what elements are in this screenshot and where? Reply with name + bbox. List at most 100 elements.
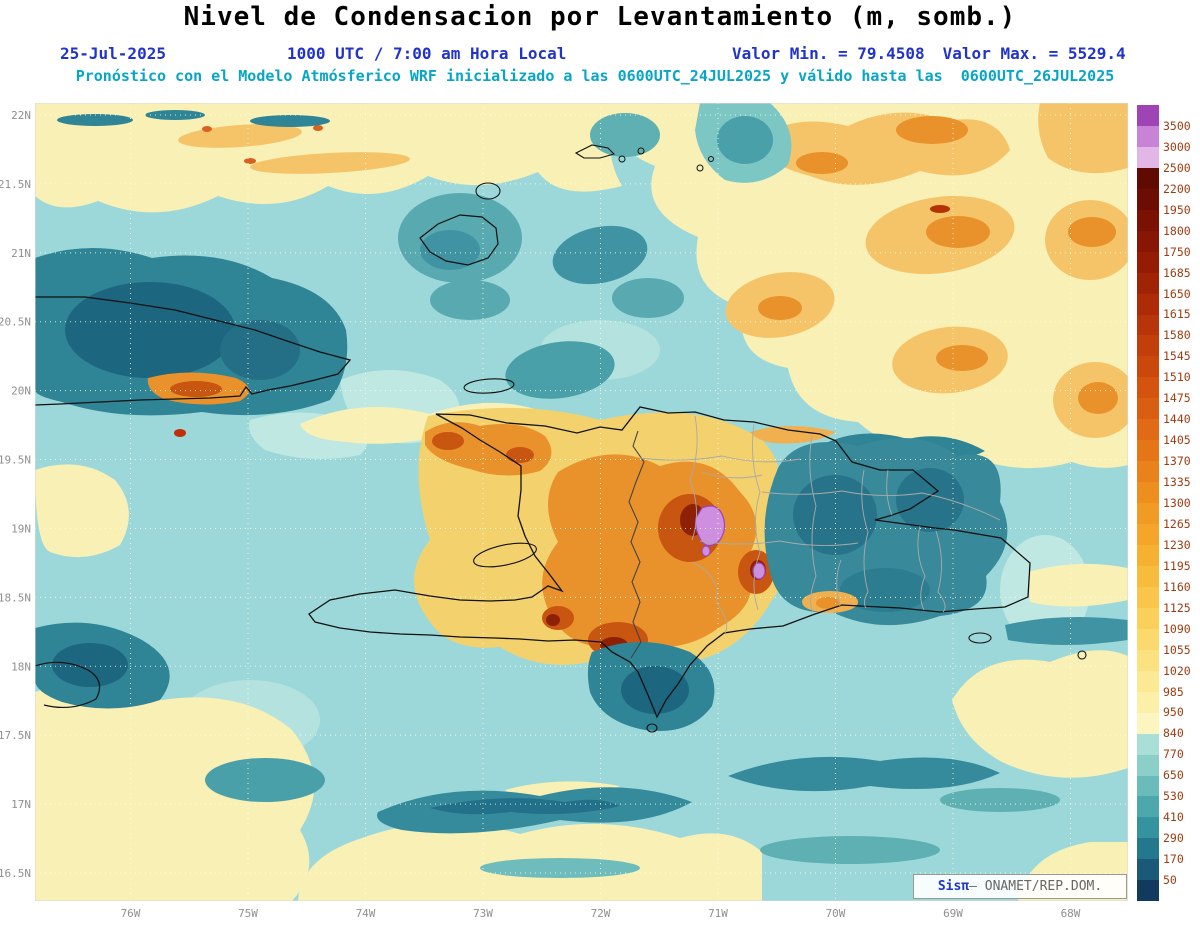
- colorbar-cell: [1137, 628, 1159, 650]
- colorbar-cell: [1137, 293, 1159, 315]
- svg-text:17N: 17N: [11, 798, 31, 811]
- colorbar-label: 1125: [1163, 600, 1191, 615]
- island-great-inagua: [419, 214, 499, 266]
- colorbar-label: 1475: [1163, 391, 1191, 406]
- svg-text:68W: 68W: [1061, 907, 1081, 920]
- forecast-time: 1000 UTC / 7:00 am Hora Local: [287, 44, 567, 63]
- contour-field-layer: [35, 103, 1128, 901]
- svg-text:19N: 19N: [11, 522, 31, 535]
- svg-text:75W: 75W: [238, 907, 258, 920]
- island-turks-3: [696, 164, 704, 172]
- coastline-cuba: [35, 296, 352, 406]
- colorbar-label: 1020: [1163, 663, 1191, 678]
- colorbar-label: 3000: [1163, 139, 1191, 154]
- island-beata: [646, 723, 658, 733]
- colorbar-label: 1440: [1163, 412, 1191, 427]
- island-saona: [968, 632, 992, 644]
- colorbar-label: 50: [1163, 873, 1177, 888]
- colorbar-label: 2500: [1163, 160, 1191, 175]
- colorbar-cell: [1137, 712, 1159, 734]
- border-haiti-dr: [628, 430, 645, 659]
- island-mona: [1077, 650, 1087, 660]
- colorbar-label: 530: [1163, 789, 1184, 804]
- colorbar-cell: [1137, 209, 1159, 231]
- svg-text:18N: 18N: [11, 660, 31, 673]
- svg-text:70W: 70W: [826, 907, 846, 920]
- colorbar-cell: [1137, 146, 1159, 168]
- colorbar-label: 1750: [1163, 244, 1191, 259]
- svg-text:19.5N: 19.5N: [0, 454, 31, 467]
- colorbar-label: 1800: [1163, 223, 1191, 238]
- coastline-layer: [35, 103, 1128, 901]
- colorbar-cell: [1137, 565, 1159, 587]
- colorbar-cell: [1137, 461, 1159, 483]
- colorbar-label: 1090: [1163, 621, 1191, 636]
- svg-text:71W: 71W: [708, 907, 728, 920]
- colorbar-label: 1510: [1163, 370, 1191, 385]
- svg-text:21N: 21N: [11, 247, 31, 260]
- colorbar-cell: [1137, 670, 1159, 692]
- colorbar-label: 1300: [1163, 496, 1191, 510]
- island-turks-2: [637, 147, 645, 155]
- colorbar-cell: [1137, 586, 1159, 608]
- colorbar-label: 1055: [1163, 642, 1191, 657]
- colorbar-label: 1370: [1163, 454, 1191, 469]
- island-gonave: [473, 542, 537, 568]
- svg-text:69W: 69W: [943, 907, 963, 920]
- island-little-inagua: [475, 182, 501, 200]
- svg-text:76W: 76W: [121, 907, 141, 920]
- island-turks-4: [708, 156, 714, 162]
- value-min: Valor Min. = 79.4508: [732, 44, 925, 63]
- colorbar-label: 1580: [1163, 328, 1191, 343]
- colorbar: [1137, 105, 1159, 902]
- grid-layer: [35, 103, 1128, 901]
- colorbar-label: 985: [1163, 684, 1184, 699]
- colorbar-cell: [1137, 440, 1159, 462]
- attribution-brand: Sisπ: [937, 879, 970, 894]
- colorbar-label: 1950: [1163, 202, 1191, 217]
- svg-text:16.5N: 16.5N: [0, 867, 31, 880]
- island-caicos: [574, 144, 616, 159]
- colorbar-label: 1265: [1163, 516, 1191, 531]
- value-max: Valor Max. = 5529.4: [942, 44, 1126, 63]
- colorbar-label: 950: [1163, 705, 1184, 720]
- colorbar-label: 650: [1163, 768, 1184, 783]
- colorbar-cell: [1137, 167, 1159, 189]
- svg-text:22N: 22N: [11, 109, 31, 122]
- colorbar-label: 840: [1163, 726, 1184, 741]
- attribution-box: Sisπ — ONAMET/REP.DOM.: [913, 874, 1127, 899]
- model-init-line: Pronóstico con el Modelo Atmósferico WRF…: [75, 67, 1115, 85]
- svg-text:17.5N: 17.5N: [0, 729, 31, 742]
- colorbar-cell: [1137, 482, 1159, 504]
- colorbar-label: 1230: [1163, 537, 1191, 552]
- svg-text:73W: 73W: [473, 907, 493, 920]
- colorbar-label: 290: [1163, 831, 1184, 846]
- colorbar-cell: [1137, 356, 1159, 378]
- colorbar-cell: [1137, 188, 1159, 210]
- colorbar-label: 3500: [1163, 118, 1191, 133]
- svg-text:21.5N: 21.5N: [0, 178, 31, 191]
- island-tortuga: [463, 378, 515, 394]
- colorbar-label: 1195: [1163, 558, 1191, 573]
- colorbar-cell: [1137, 524, 1159, 546]
- island-turks-1: [618, 155, 626, 163]
- coastline-hispaniola: [308, 406, 1031, 719]
- axis-labels: 76W 75W 74W 73W 72W 71W 70W 69W 68W 22N 21.5N 21N 20…: [0, 109, 1081, 920]
- colorbar-label: 410: [1163, 810, 1184, 825]
- colorbar-label: 1615: [1163, 307, 1191, 322]
- attribution-text: — ONAMET/REP.DOM.: [969, 879, 1103, 894]
- svg-text:72W: 72W: [591, 907, 611, 920]
- colorbar-label: 770: [1163, 747, 1184, 762]
- colorbar-cell: [1137, 230, 1159, 252]
- colorbar-cell: [1137, 796, 1159, 818]
- svg-text:20N: 20N: [11, 385, 31, 398]
- colorbar-cell: [1137, 754, 1159, 776]
- svg-text:74W: 74W: [356, 907, 376, 920]
- colorbar-cell: [1137, 419, 1159, 441]
- page-title: Nivel de Condensacion por Levantamiento …: [183, 2, 1017, 32]
- colorbar-cell: [1137, 880, 1159, 902]
- colorbar-label: 1335: [1163, 475, 1191, 490]
- colorbar-cell: [1137, 649, 1159, 671]
